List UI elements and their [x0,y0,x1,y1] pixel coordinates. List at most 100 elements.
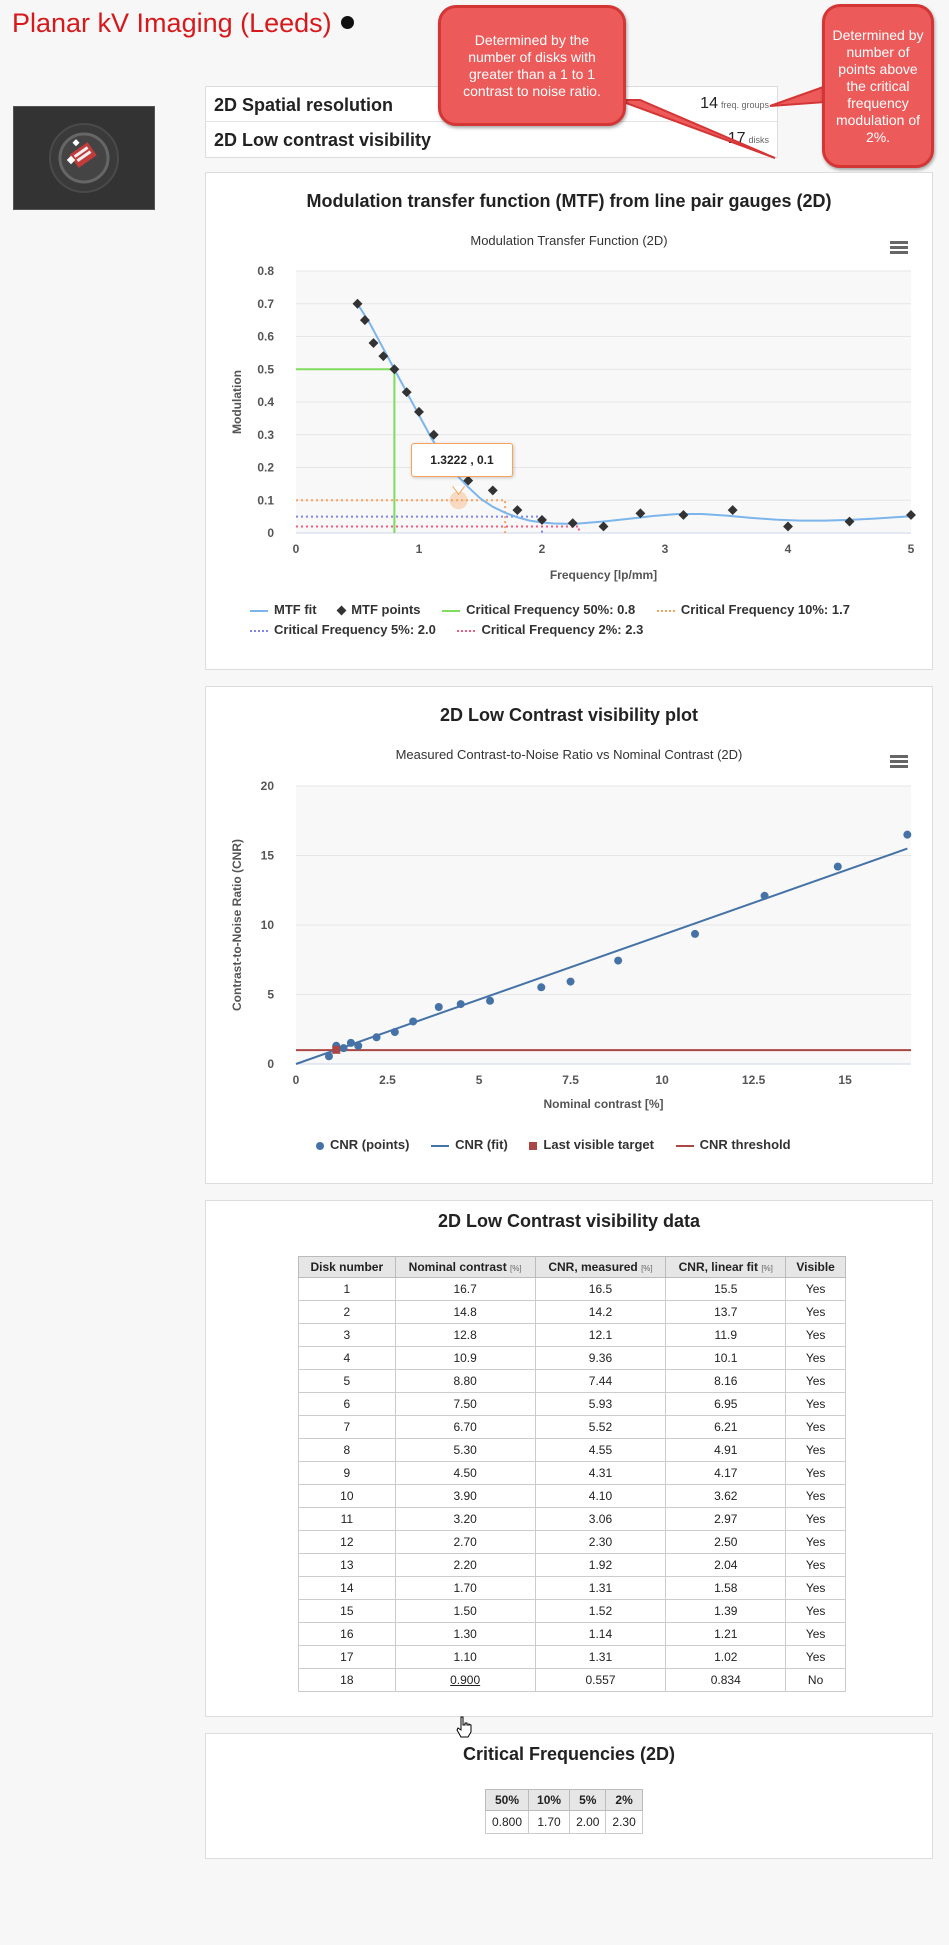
table-cell: 8 [298,1438,396,1462]
table-cell: 12.8 [394,1323,536,1347]
legend-item-mtf-fit[interactable]: MTF fit [250,602,317,617]
cnr-point[interactable] [903,830,912,839]
table-cell: 17 [298,1645,396,1669]
last-visible-marker[interactable] [332,1045,341,1054]
y-tick-label: 15 [261,849,275,863]
legend-item-crit2[interactable]: Critical Frequency 2%: 2.3 [457,622,643,637]
module-thumbnail[interactable] [13,106,155,210]
mtf-point[interactable] [678,510,689,520]
table-cell: Yes [785,1438,846,1462]
table-cell: Yes [785,1576,846,1600]
table-cell: 14.2 [534,1300,667,1324]
mtf-legend-row2: Critical Frequency 5%: 2.0 Critical Freq… [250,622,661,637]
table-cell: 11.9 [665,1323,787,1347]
cnr-legend: CNR (points) CNR (fit) Last visible targ… [316,1137,809,1152]
chart-menu-icon[interactable] [890,241,908,255]
mtf-point[interactable] [906,510,916,520]
table-row: 16 1.30 1.14 1.21 Yes [298,1622,846,1646]
legend-label: Critical Frequency 5%: 2.0 [274,622,436,637]
legend-item-last-visible[interactable]: Last visible target [529,1137,654,1152]
legend-item-cnr-fit[interactable]: CNR (fit) [431,1137,508,1152]
page-title-text: Planar kV Imaging (Leeds) [12,8,332,38]
mtf-point[interactable] [598,521,609,532]
legend-item-crit5[interactable]: Critical Frequency 5%: 2.0 [250,622,436,637]
page-title: Planar kV Imaging (Leeds) [12,8,354,39]
cnr-point[interactable] [372,1033,381,1042]
table-cell: 0.557 [534,1668,667,1692]
mtf-point[interactable] [428,429,439,440]
y-tick-label: 0.1 [257,493,274,507]
x-tick-label: 15 [838,1073,852,1087]
legend-item-mtf-points[interactable]: MTF points [336,602,421,617]
table-cell: 12.1 [534,1323,667,1347]
table-row: 9 4.50 4.31 4.17 Yes [298,1461,846,1485]
cnr-point[interactable] [566,977,575,986]
hand-cursor-icon [456,1716,472,1738]
cnr-point[interactable] [691,929,700,938]
table-cell: 2.50 [665,1530,787,1554]
mtf-point[interactable] [537,514,547,525]
cnr-point[interactable] [354,1041,363,1050]
legend-item-crit50[interactable]: Critical Frequency 50%: 0.8 [442,602,635,617]
mtf-point[interactable] [512,505,523,516]
table-cell: 3.06 [534,1507,667,1531]
callout-text: Determined by the number of disks with g… [463,31,601,99]
mtf-point[interactable] [567,518,578,529]
chart-menu-icon[interactable] [890,755,908,769]
mtf-point[interactable] [635,508,646,519]
legend-label: CNR (points) [330,1137,410,1152]
mtf-point[interactable] [378,351,389,362]
table-cell: 6.70 [394,1415,536,1439]
cnr-point[interactable] [760,891,769,900]
callout-tail-left [617,99,776,159]
table-cell: 2.30 [605,1810,643,1834]
table-panel-title: 2D Low Contrast visibility data [437,1211,701,1231]
mtf-point[interactable] [844,516,855,527]
mtf-point[interactable] [727,505,738,516]
table-row: 17 1.10 1.31 1.02 Yes [298,1645,846,1669]
cnr-point[interactable] [339,1044,348,1053]
y-tick-label: 0.6 [257,330,274,344]
cnr-point[interactable] [456,1000,465,1009]
mtf-point[interactable] [401,387,412,398]
x-tick-label: 10 [655,1073,669,1087]
mtf-point[interactable] [487,485,498,496]
y-tick-label: 10 [261,918,275,932]
y-axis-label: Contrast-to-Noise Ratio (CNR) [230,839,244,1011]
column-header: Visible [785,1256,846,1278]
callout-tail-right [769,84,827,107]
cnr-panel-title: 2D Low Contrast visibility plot [439,705,699,725]
table-cell: 13.7 [665,1300,787,1324]
table-cell: 8.80 [394,1369,536,1393]
table-cell: 4.31 [534,1461,667,1485]
summary-label: 2D Low contrast visibility [214,130,432,150]
mtf-point[interactable] [783,521,793,532]
cnr-point[interactable] [346,1038,355,1047]
legend-item-cnr-points[interactable]: CNR (points) [316,1137,409,1152]
cnr-point[interactable] [486,996,495,1005]
legend-item-crit10[interactable]: Critical Frequency 10%: 1.7 [656,602,850,617]
cnr-point[interactable] [390,1028,399,1037]
legend-label: CNR threshold [699,1137,791,1152]
cnr-point[interactable] [434,1003,443,1012]
cnr-point[interactable] [614,956,623,965]
mtf-point[interactable] [463,475,474,486]
cnr-point[interactable] [537,983,546,992]
legend-item-threshold[interactable]: CNR threshold [675,1137,791,1152]
table-cell: 7 [298,1415,396,1439]
mtf-point[interactable] [414,406,424,417]
table-cell: 4.91 [665,1438,787,1462]
table-cell: 2.70 [394,1530,536,1554]
cnr-point[interactable] [324,1052,333,1061]
cnr-panel: 2D Low Contrast visibility plot Measured… [205,686,933,1184]
table-cell: 4.17 [665,1461,787,1485]
callout-tails [617,84,827,159]
cnr-point[interactable] [833,862,842,871]
table-row: 18 0.900 0.557 0.834 No [298,1668,846,1692]
cnr-point[interactable] [409,1017,418,1026]
table-cell: 2.00 [569,1810,607,1834]
mtf-point[interactable] [368,338,379,348]
table-cell: 1.14 [534,1622,667,1646]
table-cell: 16 [298,1622,396,1646]
cnr-chart-title: Measured Contrast-to-Noise Ratio vs Nomi… [395,747,743,762]
